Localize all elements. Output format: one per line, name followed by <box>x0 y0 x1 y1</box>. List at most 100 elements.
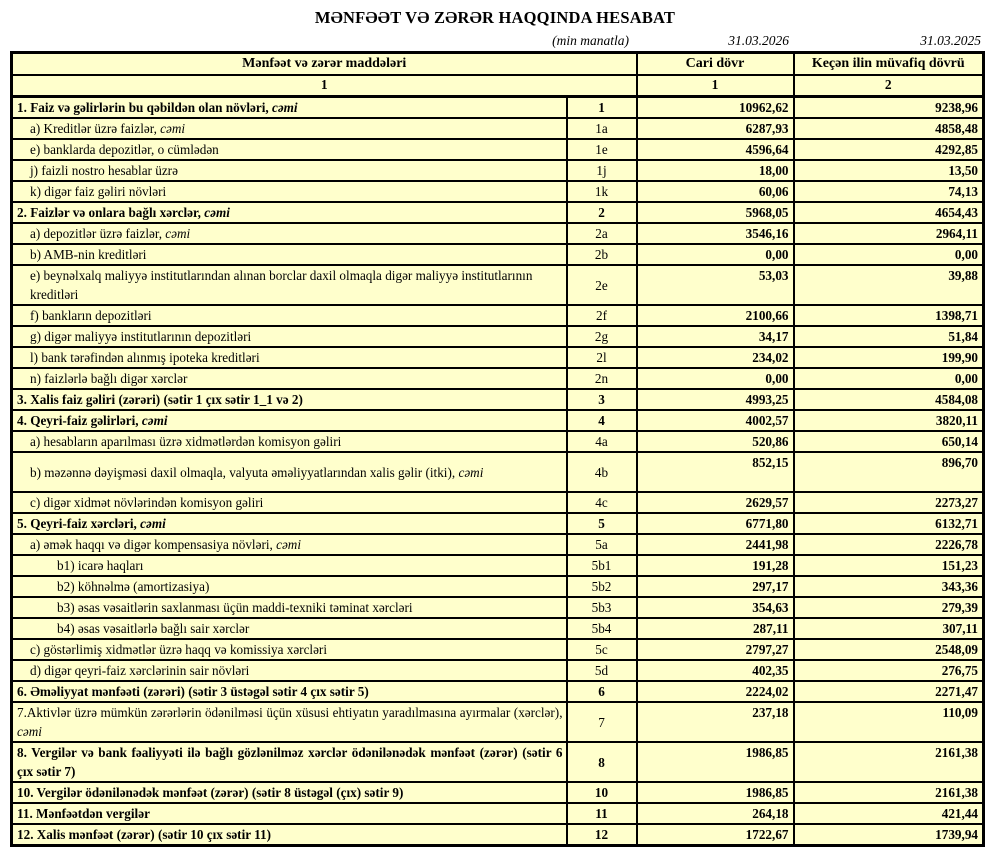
previous-period-value: 2548,09 <box>792 638 985 661</box>
previous-period-value: 0,00 <box>792 243 985 266</box>
row-5b3: b3) əsas vəsaitlərin saxlanması üçün mad… <box>10 596 985 619</box>
row-label-text: 6. Əməliyyat mənfəəti (zərəri) (sətir 3 … <box>17 684 369 699</box>
row-label: e) beynəlxalq maliyyə institutlarından a… <box>10 264 568 306</box>
current-period-value: 297,17 <box>635 575 795 598</box>
current-period-value: 60,06 <box>635 180 795 203</box>
current-period-value: 2629,57 <box>635 491 795 514</box>
row-code: 5b3 <box>565 596 638 619</box>
row-2n: n) faizlərlə bağlı digər xərclər 2n 0,00… <box>10 367 985 390</box>
row-code: 4c <box>565 491 638 514</box>
row-label-text: 2. Faizlər və onlara bağlı xərclər, <box>17 205 205 220</box>
row-label-text: j) faizli nostro hesablar üzrə <box>30 163 178 178</box>
previous-period-value: 279,39 <box>792 596 985 619</box>
current-period-value: 191,28 <box>635 554 795 577</box>
table-header: Mənfəət və zərər maddələri Cari dövr Keç… <box>10 51 985 98</box>
row-label-text: c) digər xidmət növlərindən komisyon gəl… <box>30 495 264 510</box>
row-2l: l) bank tərəfindən alınmış ipoteka kredi… <box>10 346 985 369</box>
row-label-text: d) digər qeyri-faiz xərclərinin sair növ… <box>30 663 250 678</box>
report-meta-row: (min manatla) 31.03.2026 31.03.2025 <box>10 32 982 49</box>
row-label: f) bankların depozitləri <box>10 304 568 327</box>
row-label-text: 11. Mənfəətdən vergilər <box>17 806 150 821</box>
row-code: 5c <box>565 638 638 661</box>
items-column-index: 1 <box>10 73 638 98</box>
row-code: 4 <box>565 409 638 432</box>
row-6: 6. Əməliyyat mənfəəti (zərəri) (sətir 3 … <box>10 680 985 703</box>
report-date-current: 31.03.2026 <box>728 33 789 48</box>
previous-period-value: 2161,38 <box>792 741 985 783</box>
current-period-value: 2224,02 <box>635 680 795 703</box>
row-code: 3 <box>565 388 638 411</box>
row-label-italic-suffix: cəmi <box>458 464 484 480</box>
row-label-italic-suffix: cəmi <box>160 121 186 136</box>
previous-period-value: 110,09 <box>792 701 985 743</box>
row-code: 1k <box>565 180 638 203</box>
row-code: 4a <box>565 430 638 453</box>
row-1: 1. Faiz və gəlirlərin bu qəbildən olan n… <box>10 95 985 119</box>
row-label-italic-suffix: cəmi <box>140 516 166 531</box>
previous-period-value: 1739,94 <box>792 823 985 847</box>
row-code: 1j <box>565 159 638 182</box>
row-label: n) faizlərlə bağlı digər xərclər <box>10 367 568 390</box>
row-7: 7.Aktivlər üzrə mümkün zərərlərin ödənil… <box>10 701 985 743</box>
row-label-italic-suffix: cəmi <box>17 724 42 739</box>
row-4c: c) digər xidmət növlərindən komisyon gəl… <box>10 491 985 514</box>
income-statement-report: MƏNFƏƏT VƏ ZƏRƏR HAQQINDA HESABAT (min m… <box>0 8 990 847</box>
row-label-text: a) hesabların aparılması üzrə xidmətlərd… <box>30 434 342 449</box>
current-period-value: 287,11 <box>635 617 795 640</box>
current-period-value: 34,17 <box>635 325 795 348</box>
row-5b4: b4) əsas vəsaitlərlə bağlı sair xərclər … <box>10 617 985 640</box>
previous-period-value: 2964,11 <box>792 222 985 245</box>
current-period-value: 10962,62 <box>635 95 795 119</box>
row-label-text: 7.Aktivlər üzrə mümkün zərərlərin ödənil… <box>17 705 563 720</box>
current-period-value: 520,86 <box>635 430 795 453</box>
row-code: 5 <box>565 512 638 535</box>
previous-column-index: 2 <box>792 73 985 98</box>
row-label: 4. Qeyri-faiz gəlirləri, cəmi <box>10 409 568 432</box>
row-12: 12. Xalis mənfəət (zərər) (sətir 10 çıx … <box>10 823 985 847</box>
current-period-value: 264,18 <box>635 802 795 825</box>
previous-period-value: 6132,71 <box>792 512 985 535</box>
row-label-italic-suffix: cəmi <box>165 226 191 241</box>
row-code: 2a <box>565 222 638 245</box>
row-10: 10. Vergilər ödənilənədək mənfəət (zərər… <box>10 781 985 804</box>
row-label-text: c) göstərlimiş xidmətlər üzrə haqq və ko… <box>30 642 327 657</box>
items-column-header: Mənfəət və zərər maddələri <box>10 51 638 76</box>
current-period-value: 4002,57 <box>635 409 795 432</box>
row-label-text: n) faizlərlə bağlı digər xərclər <box>30 371 188 386</box>
row-label-text: e) beynəlxalq maliyyə institutlarından a… <box>30 268 533 302</box>
column-index-row: 1 1 2 <box>10 73 985 98</box>
row-label-text: 8. Vergilər və bank fəaliyyəti ilə bağlı… <box>17 745 563 779</box>
row-1e: e) banklarda depozitlər, o cümlədən 1e 4… <box>10 138 985 161</box>
row-code: 2f <box>565 304 638 327</box>
row-label-text: l) bank tərəfindən alınmış ipoteka kredi… <box>30 350 260 365</box>
row-code: 2g <box>565 325 638 348</box>
row-5d: d) digər qeyri-faiz xərclərinin sair növ… <box>10 659 985 682</box>
row-label: c) digər xidmət növlərindən komisyon gəl… <box>10 491 568 514</box>
row-label: e) banklarda depozitlər, o cümlədən <box>10 138 568 161</box>
row-label-text: 3. Xalis faiz gəliri (zərəri) (sətir 1 ç… <box>17 392 303 407</box>
row-code: 5d <box>565 659 638 682</box>
previous-period-value: 39,88 <box>792 264 985 306</box>
row-label: 6. Əməliyyat mənfəəti (zərəri) (sətir 3 … <box>10 680 568 703</box>
row-label-text: b) AMB-nin kreditləri <box>30 247 147 262</box>
current-period-header: Cari dövr <box>635 51 795 76</box>
row-2f: f) bankların depozitləri 2f 2100,66 1398… <box>10 304 985 327</box>
previous-period-value: 4292,85 <box>792 138 985 161</box>
row-label: 2. Faizlər və onlara bağlı xərclər, cəmi <box>10 201 568 224</box>
row-code: 5b4 <box>565 617 638 640</box>
row-label: a) hesabların aparılması üzrə xidmətlərd… <box>10 430 568 453</box>
current-period-value: 234,02 <box>635 346 795 369</box>
row-label: 1. Faiz və gəlirlərin bu qəbildən olan n… <box>10 95 568 119</box>
previous-period-value: 4654,43 <box>792 201 985 224</box>
previous-period-value: 4584,08 <box>792 388 985 411</box>
row-label: b) məzənnə dəyişməsi daxil olmaqla, valy… <box>10 451 568 493</box>
current-period-value: 18,00 <box>635 159 795 182</box>
row-code: 1 <box>565 95 638 119</box>
previous-period-value: 199,90 <box>792 346 985 369</box>
row-label: d) digər qeyri-faiz xərclərinin sair növ… <box>10 659 568 682</box>
row-1a: a) Kreditlər üzrə faizlər, cəmi 1a 6287,… <box>10 117 985 140</box>
previous-period-value: 343,36 <box>792 575 985 598</box>
row-2a: a) depozitlər üzrə faizlər, cəmi 2a 3546… <box>10 222 985 245</box>
current-period-value: 2100,66 <box>635 304 795 327</box>
row-label: b2) köhnəlmə (amortizasiya) <box>10 575 568 598</box>
